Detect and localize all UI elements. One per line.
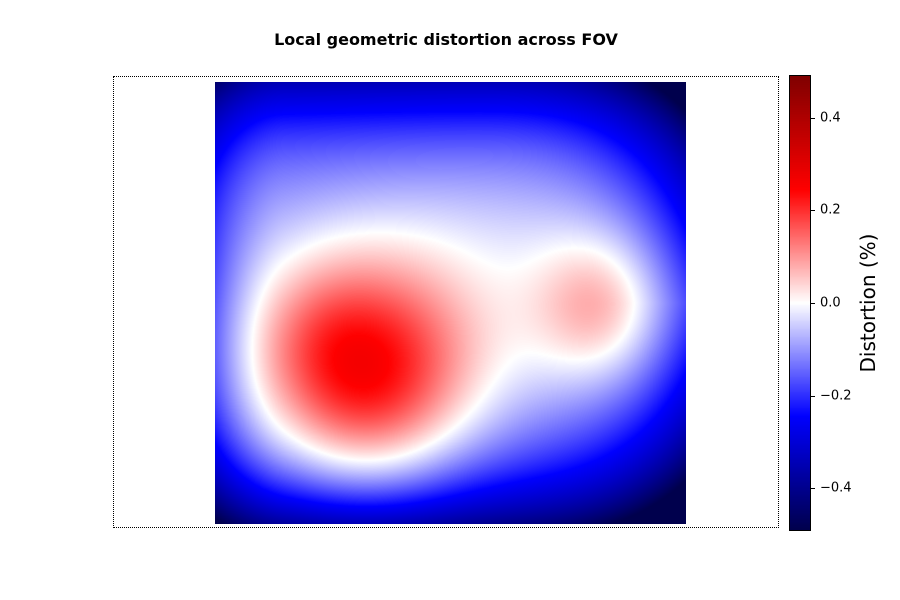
colorbar-gradient bbox=[790, 76, 810, 530]
colorbar-label: Distortion (%) bbox=[856, 233, 880, 373]
colorbar-tick-label: 0.4 bbox=[820, 110, 841, 126]
colorbar-frame bbox=[789, 75, 811, 531]
colorbar-tick bbox=[811, 303, 815, 304]
colorbar-tick bbox=[811, 395, 815, 397]
chart-title: Local geometric distortion across FOV bbox=[274, 30, 618, 49]
colorbar-tick-label: −0.2 bbox=[820, 388, 852, 404]
colorbar-tick-label: 0.0 bbox=[820, 295, 841, 311]
colorbar-tick bbox=[811, 210, 815, 212]
heatmap-image bbox=[215, 82, 686, 524]
colorbar-tick-label: −0.4 bbox=[820, 480, 852, 496]
axes-frame bbox=[113, 76, 779, 528]
colorbar-tick bbox=[811, 488, 815, 490]
colorbar-tick-label: 0.2 bbox=[820, 202, 841, 218]
colorbar-tick bbox=[811, 117, 815, 119]
